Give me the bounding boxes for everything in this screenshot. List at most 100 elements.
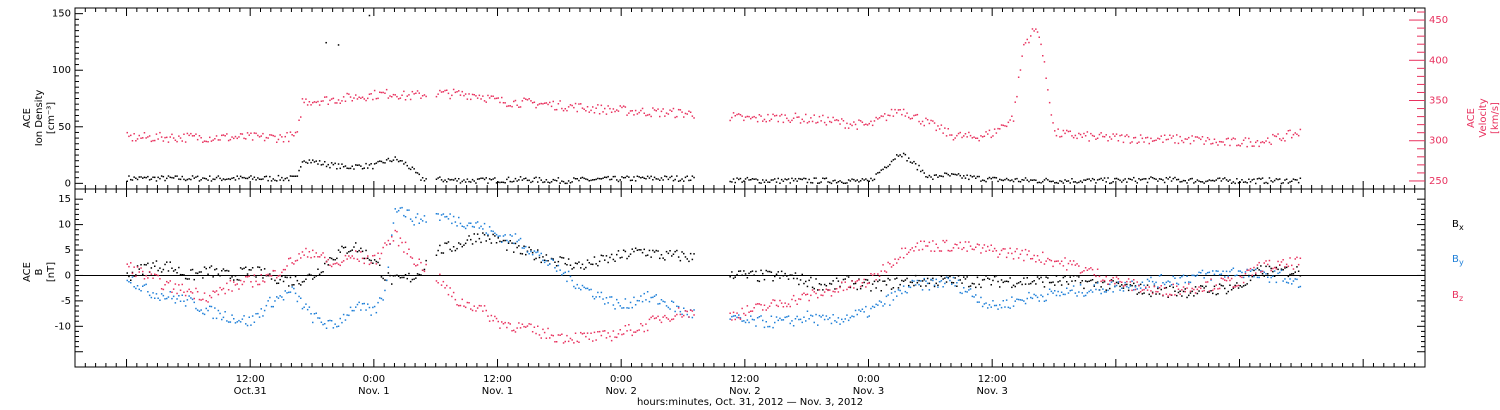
velocity-point [1177, 142, 1180, 145]
b-by-point [956, 282, 958, 284]
b-bz-point [849, 285, 852, 288]
velocity-point [1255, 141, 1257, 144]
velocity-point [1076, 137, 1078, 140]
b-by-point [1280, 269, 1283, 272]
b-bz-point [772, 299, 774, 301]
velocity-point [1138, 141, 1140, 143]
b-by-point [1263, 271, 1265, 273]
b-bx-point [289, 276, 292, 279]
velocity-point [245, 138, 247, 140]
b-bx-point [1031, 281, 1034, 283]
b-bz-point [595, 339, 597, 341]
density-point [660, 177, 663, 179]
b-bz-point [233, 281, 235, 283]
x-tick-label-time-6: 12:00 [978, 374, 1007, 385]
b-bx-point [665, 250, 668, 253]
density-point [770, 179, 773, 181]
velocity-point [1200, 138, 1202, 141]
b-by-point [1246, 268, 1248, 271]
density-point [1160, 178, 1162, 180]
b-bz-point [250, 281, 252, 283]
b-bx-point [976, 276, 979, 279]
velocity-point [1287, 130, 1290, 132]
b-bx-point [1146, 284, 1149, 286]
velocity-point [463, 94, 465, 97]
density-point [842, 182, 845, 184]
density-point [1121, 181, 1123, 183]
b-bx-point [408, 272, 410, 275]
density-point [1047, 179, 1049, 181]
b-bz-point [1234, 286, 1236, 288]
velocity-point [150, 140, 153, 143]
b-bz-point [227, 289, 230, 291]
b-bz-point [669, 320, 671, 322]
b-by-point [1279, 271, 1281, 274]
density-point [1193, 182, 1195, 184]
velocity-point [154, 139, 156, 142]
b-bz-point [1145, 286, 1147, 288]
density-point [822, 177, 824, 179]
b-bx-point [932, 277, 934, 280]
velocity-point [961, 136, 963, 139]
b-by-point [863, 311, 865, 313]
velocity-point [1256, 140, 1259, 142]
b-by-point [829, 317, 831, 319]
velocity-point [267, 137, 269, 139]
b-bz-point [1188, 283, 1190, 285]
density-point [1019, 181, 1022, 183]
b-by-point [1141, 281, 1144, 283]
b-bx-point [956, 285, 958, 287]
b-bx-point [1230, 289, 1233, 291]
b-by-point [1249, 270, 1252, 272]
b-bx-point [1011, 286, 1013, 289]
b-bz-point [908, 251, 910, 254]
b-bx-point [810, 276, 812, 279]
b-bz-point [1050, 259, 1053, 262]
b-bx-point [458, 242, 460, 244]
b-bz-point [330, 265, 333, 268]
b-by-point [1158, 275, 1161, 277]
velocity-point [871, 124, 874, 127]
density-point [327, 163, 329, 166]
b-bx-point [420, 274, 422, 276]
b-bz-point [1105, 275, 1107, 278]
b-by-point [301, 307, 304, 310]
b-bx-point [1021, 283, 1023, 286]
top-right-ytick-label-1: 300 [1429, 136, 1448, 147]
b-bx-point [270, 278, 273, 280]
b-bx-point [904, 279, 907, 281]
b-bz-point [1165, 293, 1168, 295]
b-bx-point [506, 249, 508, 251]
velocity-point [391, 96, 393, 98]
b-by-point [889, 304, 891, 306]
b-by-point [305, 303, 307, 305]
b-by-point [930, 278, 932, 281]
b-bz-point [746, 305, 749, 307]
density-point [1126, 181, 1128, 183]
density-point [1277, 178, 1279, 181]
b-bx-point [509, 240, 511, 242]
b-bz-point [1267, 263, 1269, 266]
b-bx-point [1117, 282, 1120, 285]
density-point [792, 179, 795, 182]
velocity-point [782, 121, 785, 124]
b-by-point [281, 296, 283, 298]
density-point [676, 175, 678, 177]
b-bz-point [1225, 279, 1228, 282]
b-bx-point [1139, 283, 1142, 286]
b-bz-point [688, 316, 690, 318]
velocity-point [640, 109, 642, 112]
b-bx-point [1054, 284, 1056, 286]
b-by-point [1177, 283, 1180, 286]
b-bz-point [1249, 267, 1252, 270]
velocity-point [413, 93, 415, 95]
b-bz-point [628, 324, 630, 326]
velocity-point [1275, 135, 1278, 138]
velocity-point [169, 136, 171, 138]
b-bx-point [190, 269, 192, 271]
density-point [875, 173, 877, 175]
b-bz-point [322, 252, 324, 254]
b-bz-point [1121, 281, 1123, 283]
b-by-point [1206, 271, 1209, 274]
b-bz-point [837, 291, 840, 293]
